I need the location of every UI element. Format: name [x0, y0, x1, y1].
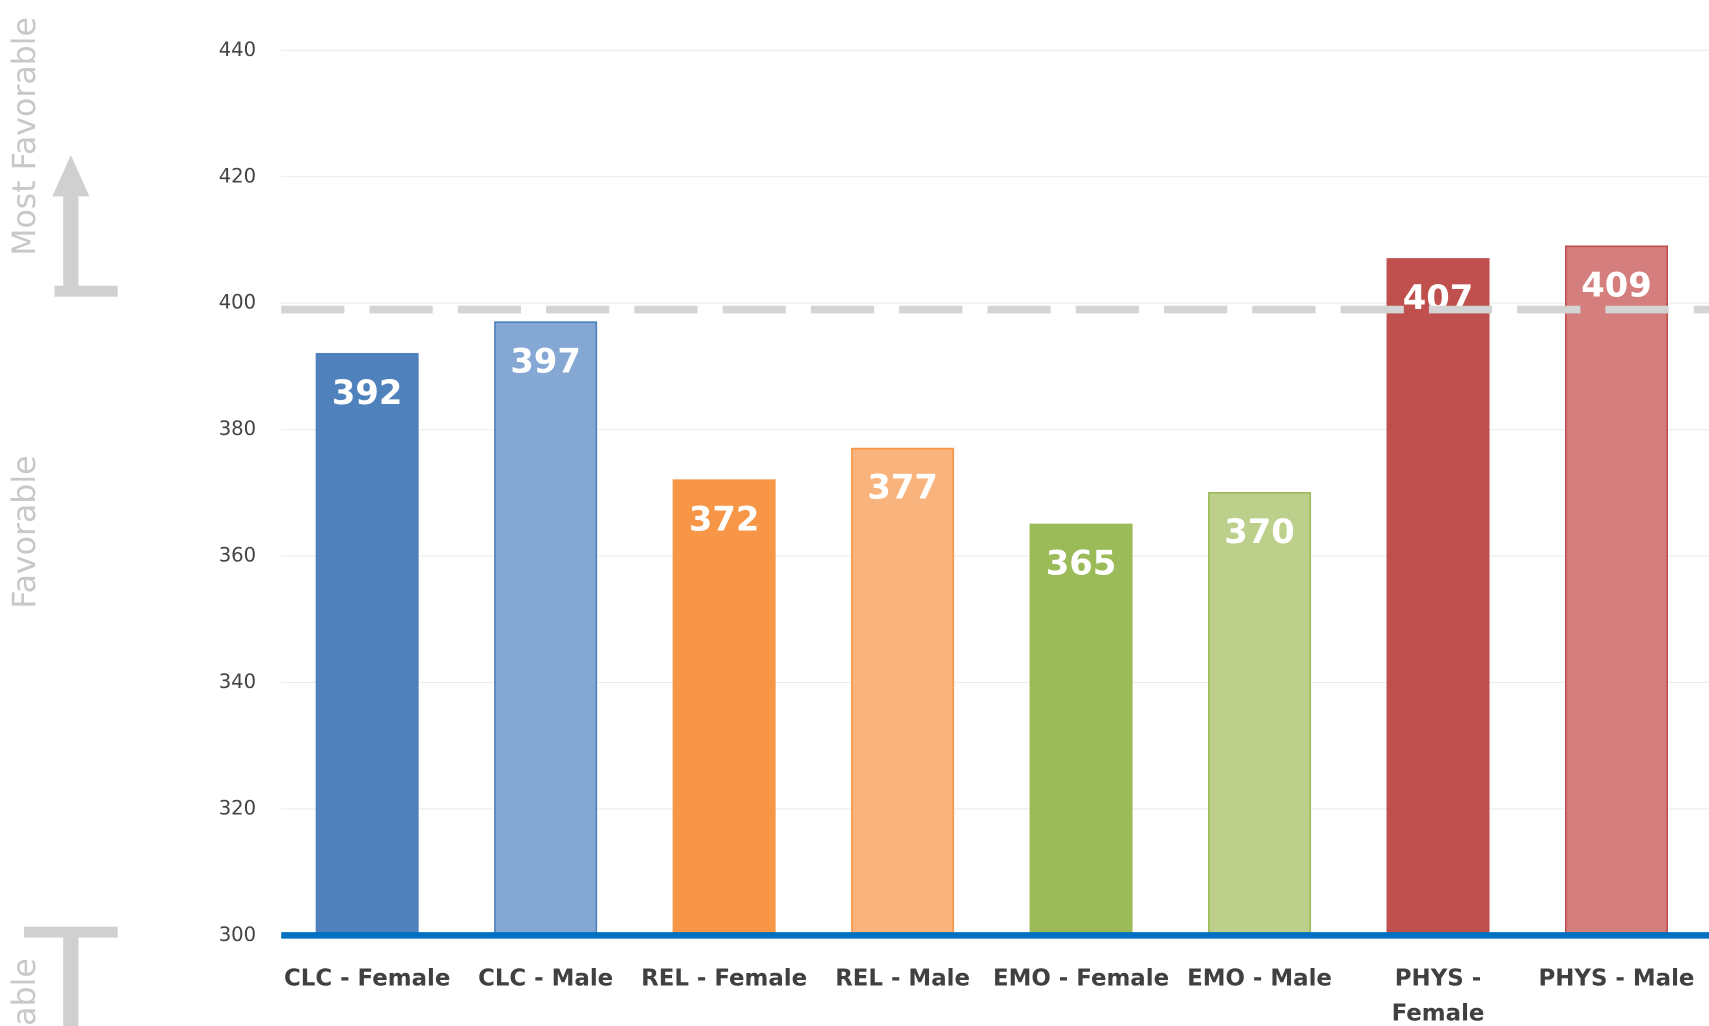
data-label: 372	[689, 499, 759, 538]
x-tick-label: EMO - Male	[1187, 965, 1332, 991]
x-tick-label: PHYS - Male	[1539, 965, 1695, 991]
bar	[1208, 492, 1312, 937]
bar	[315, 352, 419, 937]
side-label: Most Favorable	[7, 17, 43, 256]
y-tick-label: 360	[219, 544, 256, 567]
bar	[494, 321, 598, 937]
y-tick-label: 440	[219, 38, 256, 61]
x-tick-label: CLC - Female	[284, 965, 450, 991]
y-tick-label: 400	[219, 291, 256, 314]
y-tick-label: 420	[219, 164, 256, 187]
y-tick-label: 380	[219, 417, 256, 440]
y-tick-label: 320	[219, 796, 256, 819]
data-label: 397	[510, 341, 580, 380]
data-label: 365	[1046, 544, 1116, 583]
x-tick-label: EMO - Female	[993, 965, 1169, 991]
arrow-head	[52, 154, 90, 197]
x-tick-label: PHYS -Female	[1392, 965, 1485, 1026]
side-label: able	[7, 958, 43, 1026]
x-tick-label: CLC - Male	[478, 965, 613, 991]
y-tick-label: 300	[219, 923, 256, 946]
bar	[1386, 258, 1490, 937]
bar	[1564, 245, 1668, 937]
x-tick-label: REL - Male	[835, 965, 970, 991]
arrow-shaft	[63, 932, 79, 1026]
data-label: 409	[1581, 265, 1651, 304]
side-label: Favorable	[7, 455, 43, 608]
bar	[1029, 523, 1133, 937]
arrow-shaft	[63, 194, 79, 292]
data-label: 392	[332, 373, 402, 412]
bar	[851, 447, 955, 937]
bar	[672, 479, 776, 937]
arrow-base	[54, 285, 118, 297]
y-tick-label: 340	[219, 670, 256, 693]
x-tick-label: REL - Female	[641, 965, 807, 991]
side-arrows	[23, 154, 118, 1026]
data-label: 370	[1224, 512, 1294, 551]
data-label: 377	[867, 468, 937, 507]
